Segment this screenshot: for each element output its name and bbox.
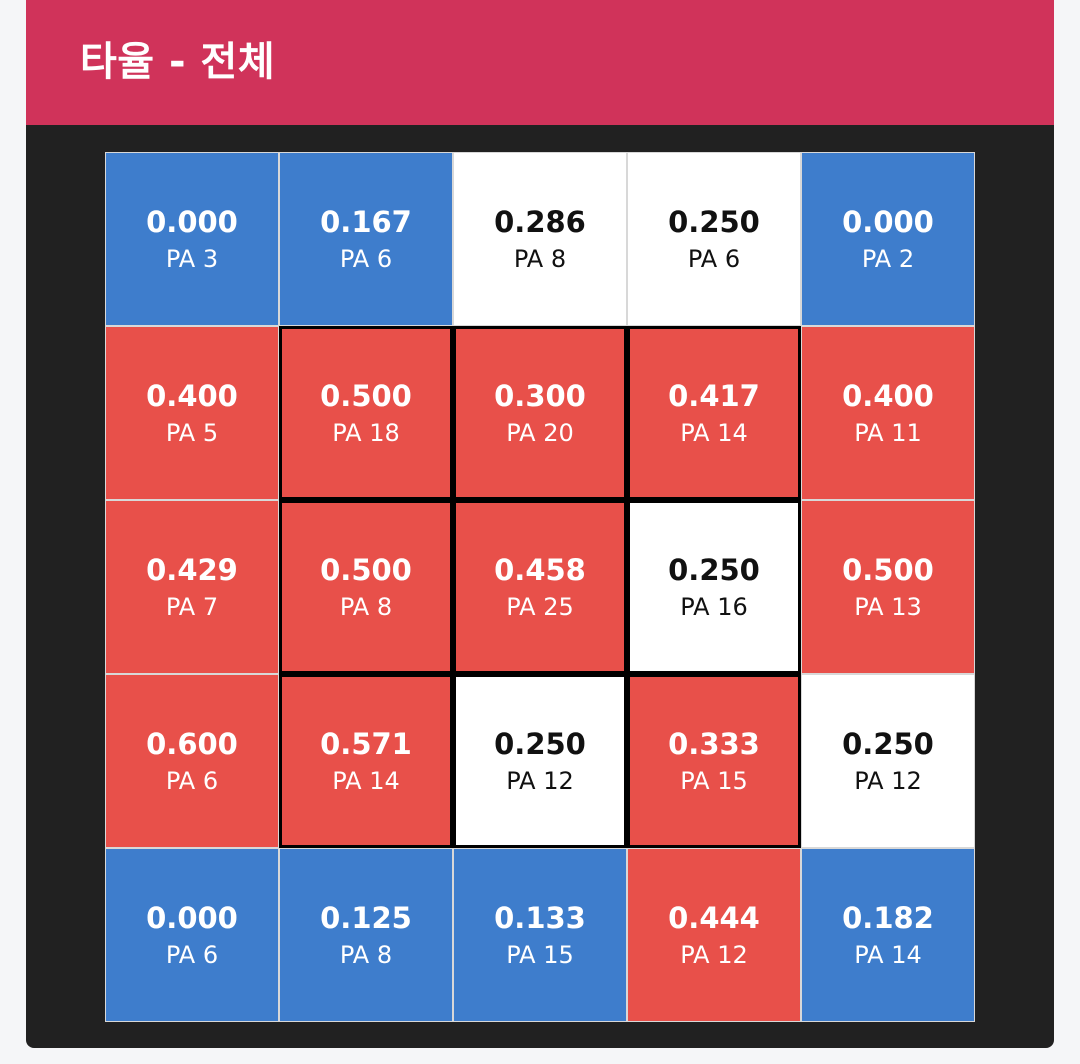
cell-batting-average: 0.250: [668, 205, 760, 239]
zone-cell[interactable]: 0.000 PA 2: [801, 152, 975, 326]
cell-plate-appearances: PA 8: [513, 245, 567, 273]
cell-batting-average: 0.400: [146, 379, 238, 413]
cell-plate-appearances: PA 8: [339, 593, 393, 621]
strike-zone-cell[interactable]: 0.250 PA 16: [627, 500, 801, 674]
zone-cell[interactable]: 0.429 PA 7: [105, 500, 279, 674]
zone-cell[interactable]: 0.000 PA 6: [105, 848, 279, 1022]
cell-plate-appearances: PA 16: [680, 593, 748, 621]
zone-cell[interactable]: 0.500 PA 13: [801, 500, 975, 674]
strike-zone-cell[interactable]: 0.333 PA 15: [627, 674, 801, 848]
zone-cell[interactable]: 0.133 PA 15: [453, 848, 627, 1022]
cell-batting-average: 0.500: [320, 379, 412, 413]
cell-batting-average: 0.000: [842, 205, 934, 239]
strike-zone-grid: 0.000 PA 3 0.167 PA 6 0.286 PA 8 0.250 P…: [105, 152, 975, 1022]
cell-batting-average: 0.429: [146, 553, 238, 587]
strike-zone-cell[interactable]: 0.300 PA 20: [453, 326, 627, 500]
cell-batting-average: 0.286: [494, 205, 586, 239]
cell-batting-average: 0.300: [494, 379, 586, 413]
cell-batting-average: 0.571: [320, 727, 412, 761]
cell-plate-appearances: PA 13: [854, 593, 922, 621]
cell-plate-appearances: PA 6: [339, 245, 393, 273]
cell-plate-appearances: PA 3: [165, 245, 219, 273]
cell-plate-appearances: PA 6: [687, 245, 741, 273]
card-title: 타율 - 전체: [80, 39, 276, 85]
cell-plate-appearances: PA 18: [332, 419, 400, 447]
cell-plate-appearances: PA 14: [854, 941, 922, 969]
strike-zone-cell[interactable]: 0.417 PA 14: [627, 326, 801, 500]
cell-plate-appearances: PA 14: [680, 419, 748, 447]
zone-cell[interactable]: 0.167 PA 6: [279, 152, 453, 326]
cell-batting-average: 0.458: [494, 553, 586, 587]
zone-cell[interactable]: 0.000 PA 3: [105, 152, 279, 326]
cell-plate-appearances: PA 15: [680, 767, 748, 795]
zone-cell[interactable]: 0.250 PA 6: [627, 152, 801, 326]
cell-plate-appearances: PA 11: [854, 419, 922, 447]
cell-plate-appearances: PA 15: [506, 941, 574, 969]
cell-plate-appearances: PA 6: [165, 941, 219, 969]
cell-plate-appearances: PA 14: [332, 767, 400, 795]
strike-zone-cell[interactable]: 0.500 PA 8: [279, 500, 453, 674]
cell-plate-appearances: PA 20: [506, 419, 574, 447]
cell-batting-average: 0.250: [842, 727, 934, 761]
hot-zone-card: 타율 - 전체 0.000 PA 3 0.167 PA 6 0.286 PA 8…: [26, 0, 1054, 1048]
zone-cell[interactable]: 0.125 PA 8: [279, 848, 453, 1022]
zone-cell[interactable]: 0.400 PA 5: [105, 326, 279, 500]
cell-batting-average: 0.417: [668, 379, 760, 413]
strike-zone-cell[interactable]: 0.571 PA 14: [279, 674, 453, 848]
cell-batting-average: 0.400: [842, 379, 934, 413]
cell-batting-average: 0.133: [494, 901, 586, 935]
cell-plate-appearances: PA 8: [339, 941, 393, 969]
cell-plate-appearances: PA 12: [680, 941, 748, 969]
cell-plate-appearances: PA 6: [165, 767, 219, 795]
strike-zone-cell[interactable]: 0.250 PA 12: [453, 674, 627, 848]
strike-zone-cell[interactable]: 0.500 PA 18: [279, 326, 453, 500]
zone-cell[interactable]: 0.400 PA 11: [801, 326, 975, 500]
cell-plate-appearances: PA 7: [165, 593, 219, 621]
zone-cell[interactable]: 0.182 PA 14: [801, 848, 975, 1022]
zone-cell[interactable]: 0.444 PA 12: [627, 848, 801, 1022]
cell-batting-average: 0.250: [494, 727, 586, 761]
cell-batting-average: 0.000: [146, 901, 238, 935]
cell-batting-average: 0.125: [320, 901, 412, 935]
zone-cell[interactable]: 0.600 PA 6: [105, 674, 279, 848]
cell-batting-average: 0.333: [668, 727, 760, 761]
cell-plate-appearances: PA 12: [506, 767, 574, 795]
cell-batting-average: 0.167: [320, 205, 412, 239]
cell-batting-average: 0.250: [668, 553, 760, 587]
cell-batting-average: 0.000: [146, 205, 238, 239]
cell-batting-average: 0.500: [842, 553, 934, 587]
strike-zone-cell[interactable]: 0.458 PA 25: [453, 500, 627, 674]
cell-batting-average: 0.182: [842, 901, 934, 935]
cell-plate-appearances: PA 25: [506, 593, 574, 621]
cell-plate-appearances: PA 2: [861, 245, 915, 273]
zone-cell[interactable]: 0.286 PA 8: [453, 152, 627, 326]
cell-batting-average: 0.444: [668, 901, 760, 935]
cell-batting-average: 0.600: [146, 727, 238, 761]
zone-cell[interactable]: 0.250 PA 12: [801, 674, 975, 848]
cell-batting-average: 0.500: [320, 553, 412, 587]
cell-plate-appearances: PA 5: [165, 419, 219, 447]
cell-plate-appearances: PA 12: [854, 767, 922, 795]
card-header: 타율 - 전체: [26, 0, 1054, 125]
